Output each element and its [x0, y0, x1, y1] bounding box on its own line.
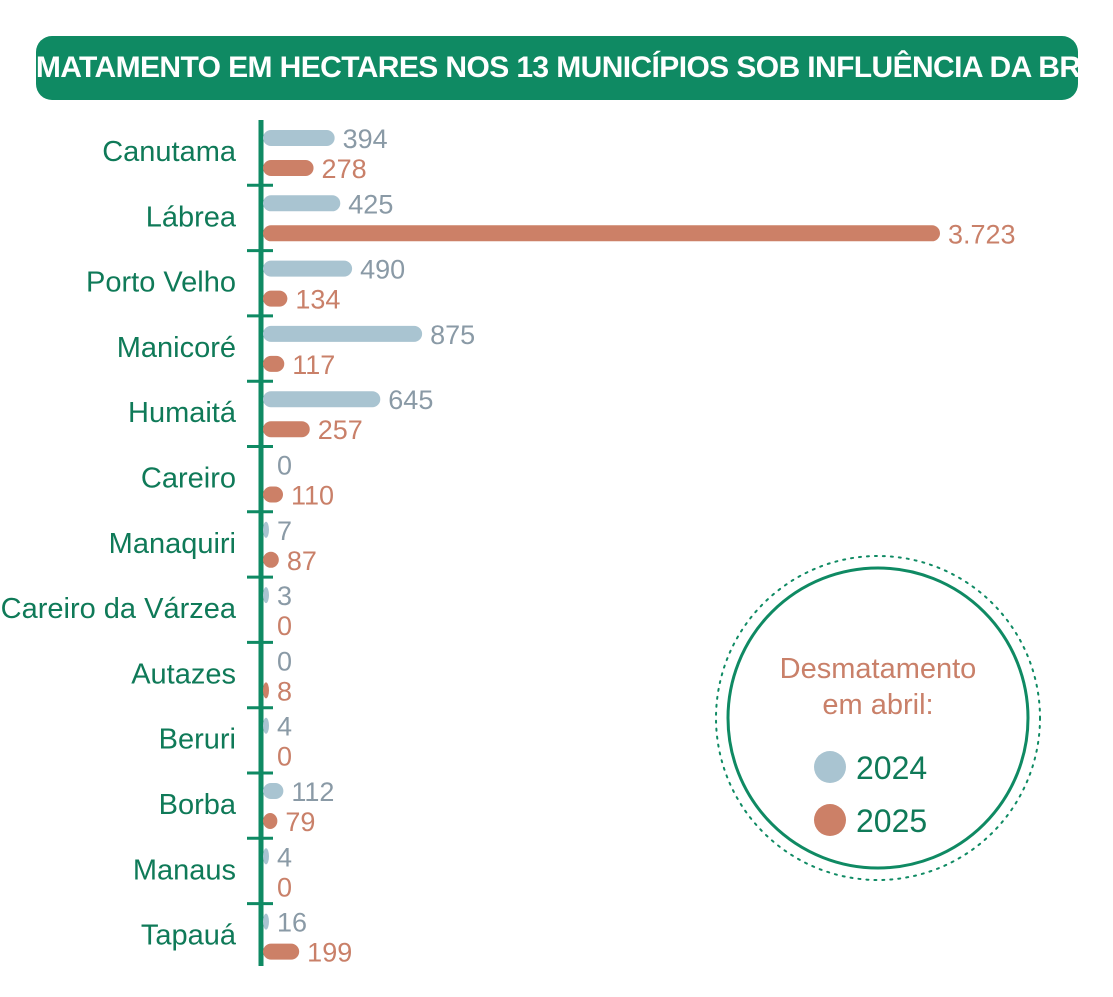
bar-2025 [263, 290, 288, 307]
bar-2024 [263, 587, 269, 604]
value-label-2025: 87 [287, 546, 317, 576]
bar-2025 [263, 355, 285, 372]
value-label-2025: 0 [277, 742, 292, 772]
bar-2024 [263, 195, 341, 212]
legend-label-2024: 2024 [856, 750, 927, 786]
bar-2024 [263, 260, 353, 277]
value-label-2025: 117 [292, 350, 335, 380]
category-label: Manicoré [117, 332, 236, 364]
category-label: Manaus [133, 854, 236, 886]
bar-2024 [263, 913, 269, 930]
bar-2025 [263, 943, 300, 960]
category-label: Porto Velho [86, 267, 236, 299]
value-label-2024: 425 [348, 189, 393, 219]
value-label-2025: 0 [277, 611, 292, 641]
value-label-2024: 7 [277, 516, 292, 546]
value-label-2024: 4 [277, 842, 292, 872]
category-label: Careiro [141, 463, 236, 495]
legend-swatch-2025 [814, 804, 846, 836]
value-label-2024: 0 [277, 451, 292, 481]
value-label-2024: 0 [277, 646, 292, 676]
bar-2025 [263, 160, 314, 176]
category-label: Beruri [159, 724, 236, 756]
axis [247, 120, 273, 966]
bar-2025 [263, 421, 310, 438]
bar-2025 [263, 225, 940, 242]
value-label-2025: 134 [295, 285, 340, 315]
category-label: Lábrea [146, 201, 237, 233]
legend-outer-ring [715, 555, 1041, 881]
bars [263, 130, 940, 960]
value-label-2024: 490 [360, 255, 405, 285]
value-label-2025: 199 [307, 938, 352, 968]
bar-2024 [263, 717, 269, 734]
legend-title-line2: em abril: [822, 689, 933, 721]
bar-2024 [263, 783, 284, 799]
value-label-2024: 645 [388, 385, 433, 415]
value-label-2025: 3.723 [948, 219, 1016, 249]
value-label-2025: 0 [277, 872, 292, 902]
legend-title-line1: Desmatamento [780, 653, 977, 685]
value-label-2025: 8 [277, 676, 292, 706]
chart-title: DESMATAMENTO EM HECTARES NOS 13 MUNICÍPI… [36, 36, 1078, 100]
value-label-2025: 110 [291, 481, 334, 511]
bar-2025 [263, 813, 278, 829]
value-label-2024: 112 [291, 777, 334, 807]
value-label-2025: 278 [322, 154, 367, 184]
legend-swatch-2024 [814, 751, 846, 783]
value-label-2024: 875 [430, 320, 475, 350]
bar-2024 [263, 521, 269, 538]
value-label-2024: 3 [277, 581, 292, 611]
legend-inner-ring [726, 566, 1030, 870]
category-label: Careiro da Várzea [1, 593, 237, 625]
category-label: Borba [159, 789, 237, 821]
bar-2024 [263, 325, 423, 342]
legend-label-2025: 2025 [856, 803, 927, 839]
bar-2025 [263, 682, 269, 699]
bar-2024 [263, 391, 381, 408]
category-label: Manaquiri [109, 528, 236, 560]
category-label: Humaitá [128, 397, 237, 429]
category-label: Tapauá [141, 920, 237, 952]
value-label-2024: 16 [277, 908, 307, 938]
value-label-2025: 79 [285, 807, 315, 837]
bar-2024 [263, 848, 269, 865]
bar-2024 [263, 130, 335, 146]
bar-2025 [263, 551, 279, 568]
value-label-2025: 257 [318, 415, 363, 445]
bar-2025 [263, 486, 284, 503]
category-label: Canutama [102, 136, 237, 168]
legend: Desmatamento em abril: 2024 2025 [715, 555, 1041, 881]
value-label-2024: 394 [343, 124, 388, 154]
category-label: Autazes [131, 658, 236, 690]
value-label-2024: 4 [277, 712, 292, 742]
